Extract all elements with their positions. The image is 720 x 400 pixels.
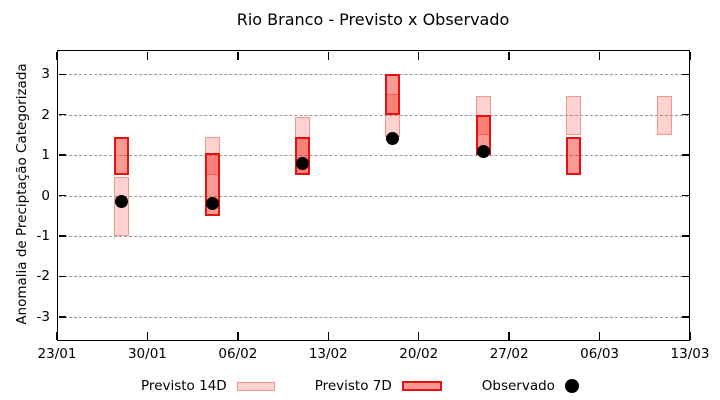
- y-tick-mark-right: [681, 194, 689, 197]
- forecast-7d-bar: [385, 74, 401, 115]
- y-tick-mark-left: [58, 235, 66, 237]
- forecast-14d-bar: [656, 96, 672, 135]
- y-tick-label: -3: [36, 308, 50, 325]
- y-tick-mark-left: [58, 316, 66, 318]
- y-gridline: [59, 195, 688, 197]
- x-tick-mark-top: [327, 51, 330, 60]
- y-tick-label: -1: [36, 227, 50, 244]
- x-tick-mark-top: [417, 51, 420, 60]
- x-tick-mark-top: [146, 51, 149, 60]
- y-tick-label: -2: [36, 268, 50, 285]
- forecast-7d-bar: [114, 136, 130, 176]
- x-tick-mark-top: [508, 51, 510, 60]
- x-tick-mark-bottom: [598, 331, 601, 340]
- y-tick-mark-right: [681, 73, 689, 75]
- y-tick-mark-right: [681, 316, 689, 318]
- forecast-14d-swatch-icon: [236, 381, 275, 391]
- observed-dot: [115, 195, 129, 209]
- y-tick-mark-left: [58, 275, 66, 278]
- y-tick-label: 0: [41, 187, 50, 204]
- y-gridline: [59, 276, 688, 278]
- x-tick-mark-top: [598, 51, 601, 60]
- observed-dot: [386, 132, 400, 146]
- y-tick-mark-left: [58, 194, 66, 197]
- x-tick-mark-bottom: [689, 331, 691, 340]
- y-tick-mark-left: [58, 154, 66, 156]
- x-tick-mark-top: [237, 51, 239, 60]
- x-tick-mark-bottom: [237, 331, 239, 340]
- y-gridline: [59, 235, 688, 237]
- x-tick-label: 27/02: [489, 346, 529, 362]
- x-tick-mark-bottom: [417, 331, 420, 340]
- x-tick-mark-bottom: [508, 331, 510, 340]
- observed-dot: [205, 197, 219, 211]
- chart-legend: Previsto 14D Previsto 7D Observado: [0, 374, 720, 398]
- observed-dot-swatch-icon: [564, 379, 579, 393]
- observed-dot: [295, 156, 309, 170]
- x-tick-label: 06/03: [580, 346, 620, 362]
- legend-item-previsto-7d: Previsto 7D: [315, 378, 442, 394]
- legend-item-observado: Observado: [482, 378, 579, 394]
- legend-item-previsto-14d: Previsto 14D: [141, 378, 275, 394]
- x-tick-label: 13/03: [670, 346, 710, 362]
- y-gridline: [59, 155, 688, 157]
- forecast-7d-bar: [566, 136, 582, 176]
- x-tick-mark-bottom: [56, 331, 58, 340]
- y-tick-mark-left: [58, 73, 66, 75]
- chart-title: Rio Branco - Previsto x Observado: [236, 10, 510, 29]
- x-tick-label: 06/02: [218, 346, 258, 362]
- y-tick-label: 1: [41, 147, 50, 164]
- y-tick-label: 3: [41, 66, 50, 83]
- y-gridline: [59, 114, 688, 116]
- x-tick-mark-top: [689, 51, 691, 60]
- x-tick-mark-bottom: [327, 331, 330, 340]
- y-tick-label: 2: [41, 106, 50, 123]
- y-gridline: [59, 74, 688, 76]
- forecast-14d-bar: [566, 96, 582, 135]
- y-tick-mark-left: [58, 113, 66, 116]
- forecast-7d-swatch-icon: [401, 381, 442, 391]
- legend-label-observado: Observado: [481, 378, 555, 394]
- x-tick-label: 30/01: [127, 346, 167, 362]
- x-tick-label: 23/01: [37, 346, 77, 362]
- y-tick-mark-right: [681, 275, 689, 278]
- x-tick-mark-bottom: [146, 331, 149, 340]
- x-tick-mark-top: [56, 51, 58, 60]
- y-gridline: [59, 316, 688, 318]
- y-tick-mark-right: [681, 113, 689, 116]
- legend-label-previsto-7d: Previsto 7D: [314, 378, 392, 394]
- x-tick-label: 13/02: [308, 346, 348, 362]
- x-tick-label: 20/02: [399, 346, 439, 362]
- observed-dot: [476, 144, 490, 158]
- y-tick-mark-right: [681, 154, 689, 156]
- legend-label-previsto-14d: Previsto 14D: [141, 378, 227, 394]
- plot-frame: [57, 50, 690, 341]
- y-tick-mark-right: [681, 235, 689, 237]
